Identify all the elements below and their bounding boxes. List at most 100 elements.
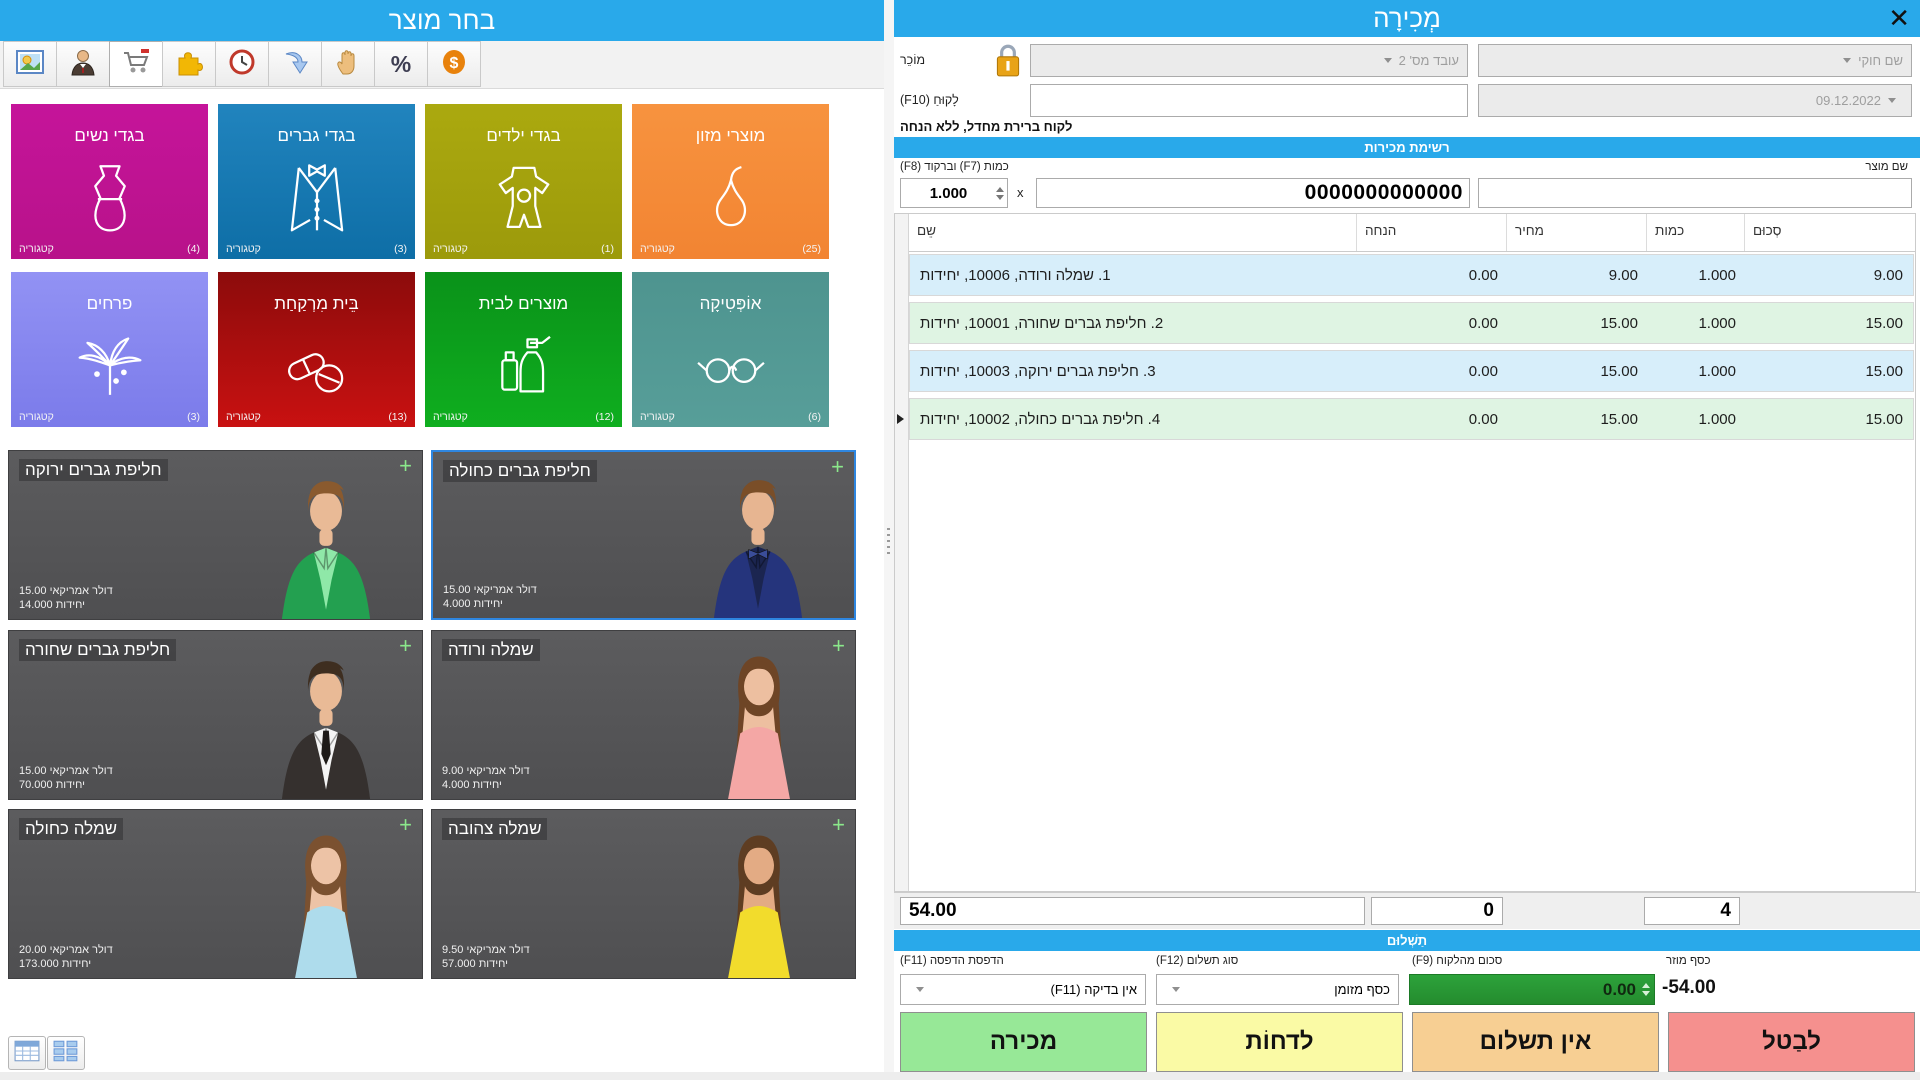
toolbar-button-photo[interactable]	[3, 41, 57, 87]
no-payment-button[interactable]: אין תשלום	[1412, 1012, 1659, 1072]
product-tile[interactable]: חליפת גברים שחורה + 15.00 דולר אמריקאי 70.…	[8, 630, 423, 800]
product-picker-title: בחר מוצר	[388, 5, 496, 35]
toolbar-button-percent[interactable]: %	[374, 41, 428, 87]
row-qty: 1.000	[1698, 314, 1736, 332]
product-name: חליפת גברים כחולה	[443, 460, 597, 482]
date-select[interactable]: 09.12.2022	[1478, 84, 1912, 117]
svg-text:$: $	[450, 55, 459, 72]
row-qty: 1.000	[1698, 362, 1736, 380]
toolbar-button-clock[interactable]	[215, 41, 269, 87]
seller-select[interactable]: עובד מס' 2	[1030, 44, 1468, 77]
product-picker-titlebar: בחר מוצר	[0, 0, 884, 41]
product-tile[interactable]: שמלה כחולה + 20.00 דולר אמריקאי 173.000 יח…	[8, 809, 423, 979]
postpone-button[interactable]: לדחוֹת	[1156, 1012, 1403, 1072]
spinner-icon[interactable]	[1642, 983, 1650, 996]
category-tile[interactable]: בגדי נשים קטגוריה (4)	[11, 104, 208, 259]
toolbar-button-person[interactable]	[56, 41, 110, 87]
row-discount: 0.00	[1468, 362, 1498, 380]
dress-icon	[93, 165, 126, 232]
category-tile[interactable]: מוצרים לבית קטגוריה (12)	[425, 272, 622, 427]
add-product-button[interactable]: +	[832, 812, 845, 837]
amount-from-customer-input[interactable]: 0.00	[1409, 974, 1655, 1005]
cancel-button[interactable]: לבַטל	[1668, 1012, 1915, 1072]
toolbar-button-hand[interactable]	[321, 41, 375, 87]
category-tile[interactable]: אוֹפְּטִיקָה קטגוריה (6)	[632, 272, 829, 427]
product-name: חליפת גברים ירוקה	[19, 459, 168, 481]
category-tile[interactable]: בֵּית מִרְקַחַת קטגוריה (13)	[218, 272, 415, 427]
category-name: בֵּית מִרְקַחַת	[274, 294, 359, 313]
toolbar-button-dollar[interactable]: $	[427, 41, 481, 87]
add-product-button[interactable]: +	[832, 633, 845, 658]
payment-type-select[interactable]: כסף מזומן	[1156, 974, 1399, 1005]
table-view-icon	[14, 1040, 40, 1067]
product-tile[interactable]: שמלה צהובה + 9.50 דולר אמריקאי 57.000 יחיד…	[431, 809, 856, 979]
product-name: חליפת גברים שחורה	[19, 639, 177, 661]
product-price: 15.00 דולר אמריקאי 4.000 יחידות	[443, 584, 537, 610]
print-select[interactable]: אין בדיקה (F11)	[900, 974, 1146, 1005]
sale-button[interactable]: מכירה	[900, 1012, 1147, 1072]
sale-titlebar: מְכִירָה	[894, 0, 1920, 37]
row-product-name: 1. שמלה ורודה, 10006, יחידות	[920, 266, 1111, 284]
category-name: אוֹפְּטִיקָה	[699, 294, 762, 313]
column-header: מחיר	[1507, 214, 1647, 251]
category-tile[interactable]: בגדי גברים קטגוריה (3)	[218, 104, 415, 259]
row-price: 15.00	[1600, 362, 1638, 380]
total-items-field: 4	[1644, 897, 1740, 925]
add-product-button[interactable]: +	[399, 453, 412, 478]
sale-row[interactable]: 1. שמלה ורודה, 10006, יחידות 0.00 9.00 1.00…	[909, 254, 1914, 296]
toolbar-button-cart[interactable]	[109, 41, 163, 87]
product-tile[interactable]: חליפת גברים כחולה + 15.00 דולר אמריקאי 4.0…	[431, 450, 856, 620]
print-label: הדפסת הדפסה (F11)	[900, 955, 1004, 967]
category-tile[interactable]: בגדי ילדים קטגוריה (1)	[425, 104, 622, 259]
category-count: (12)	[595, 411, 614, 423]
close-icon[interactable]: ✕	[1888, 3, 1910, 33]
category-name: בגדי נשים	[74, 126, 145, 145]
barcode-input[interactable]: 0000000000000	[1036, 178, 1470, 208]
clock-icon	[227, 48, 257, 81]
sale-row[interactable]: 3. חליפת גברים ירוקה, 10003, יחידות 0.00 1…	[909, 350, 1914, 392]
row-qty: 1.000	[1698, 410, 1736, 428]
cleaning-icon	[500, 335, 551, 393]
sale-row[interactable]: 4. חליפת גברים כחולה, 10002, יחידות 0.00 1…	[909, 398, 1914, 440]
product-name-label: שם מוצר	[1865, 161, 1908, 173]
category-type-label: קטגוריה	[640, 243, 675, 255]
category-tile[interactable]: פרחים קטגוריה (3)	[11, 272, 208, 427]
row-product-name: 4. חליפת גברים כחולה, 10002, יחידות	[920, 410, 1161, 428]
legal-name-select[interactable]: שם חוקי	[1478, 44, 1912, 77]
toolbar-button-puzzle[interactable]	[162, 41, 216, 87]
add-product-button[interactable]: +	[399, 633, 412, 658]
chevron-down-icon	[1888, 98, 1896, 103]
quantity-stepper[interactable]: 1.000	[900, 178, 1008, 208]
change-label: כסף מוזר	[1666, 955, 1711, 967]
customer-input[interactable]	[1030, 84, 1468, 117]
puzzle-icon	[174, 48, 204, 81]
product-tile[interactable]: שמלה ורודה + 9.00 דולר אמריקאי 4.000 יחידו…	[431, 630, 856, 800]
table-view-button[interactable]	[8, 1036, 46, 1070]
add-product-button[interactable]: +	[831, 454, 844, 479]
multiply-label: x	[1017, 185, 1024, 200]
row-product-name: 2. חליפת גברים שחורה, 10001, יחידות	[920, 314, 1164, 332]
spinner-icon[interactable]	[996, 186, 1004, 200]
total-discount-field: 0	[1371, 897, 1503, 925]
pills-icon	[287, 353, 343, 393]
splitter-grip-icon	[887, 528, 890, 554]
product-photo	[281, 661, 371, 799]
product-photo	[295, 835, 357, 978]
panel-splitter[interactable]	[884, 0, 894, 1080]
grid-view-icon	[53, 1040, 79, 1067]
grid-view-button[interactable]	[47, 1036, 85, 1070]
sale-row[interactable]: 2. חליפת גברים שחורה, 10001, יחידות 0.00 1…	[909, 302, 1914, 344]
category-name: מוצרי מזון	[695, 126, 766, 145]
product-name-input[interactable]	[1478, 178, 1912, 208]
category-type-label: קטגוריה	[433, 243, 468, 255]
add-product-button[interactable]: +	[399, 812, 412, 837]
category-count: (25)	[802, 243, 821, 255]
product-tile[interactable]: חליפת גברים ירוקה + 15.00 דולר אמריקאי 14.…	[8, 450, 423, 620]
undo-arrow-icon	[280, 48, 310, 81]
chevron-down-icon	[1383, 58, 1392, 63]
product-name: שמלה ורודה	[442, 639, 540, 661]
category-name: מוצרים לבית	[478, 294, 569, 313]
toolbar-button-undo-arrow[interactable]	[268, 41, 322, 87]
category-tile[interactable]: מוצרי מזון קטגוריה (25)	[632, 104, 829, 259]
